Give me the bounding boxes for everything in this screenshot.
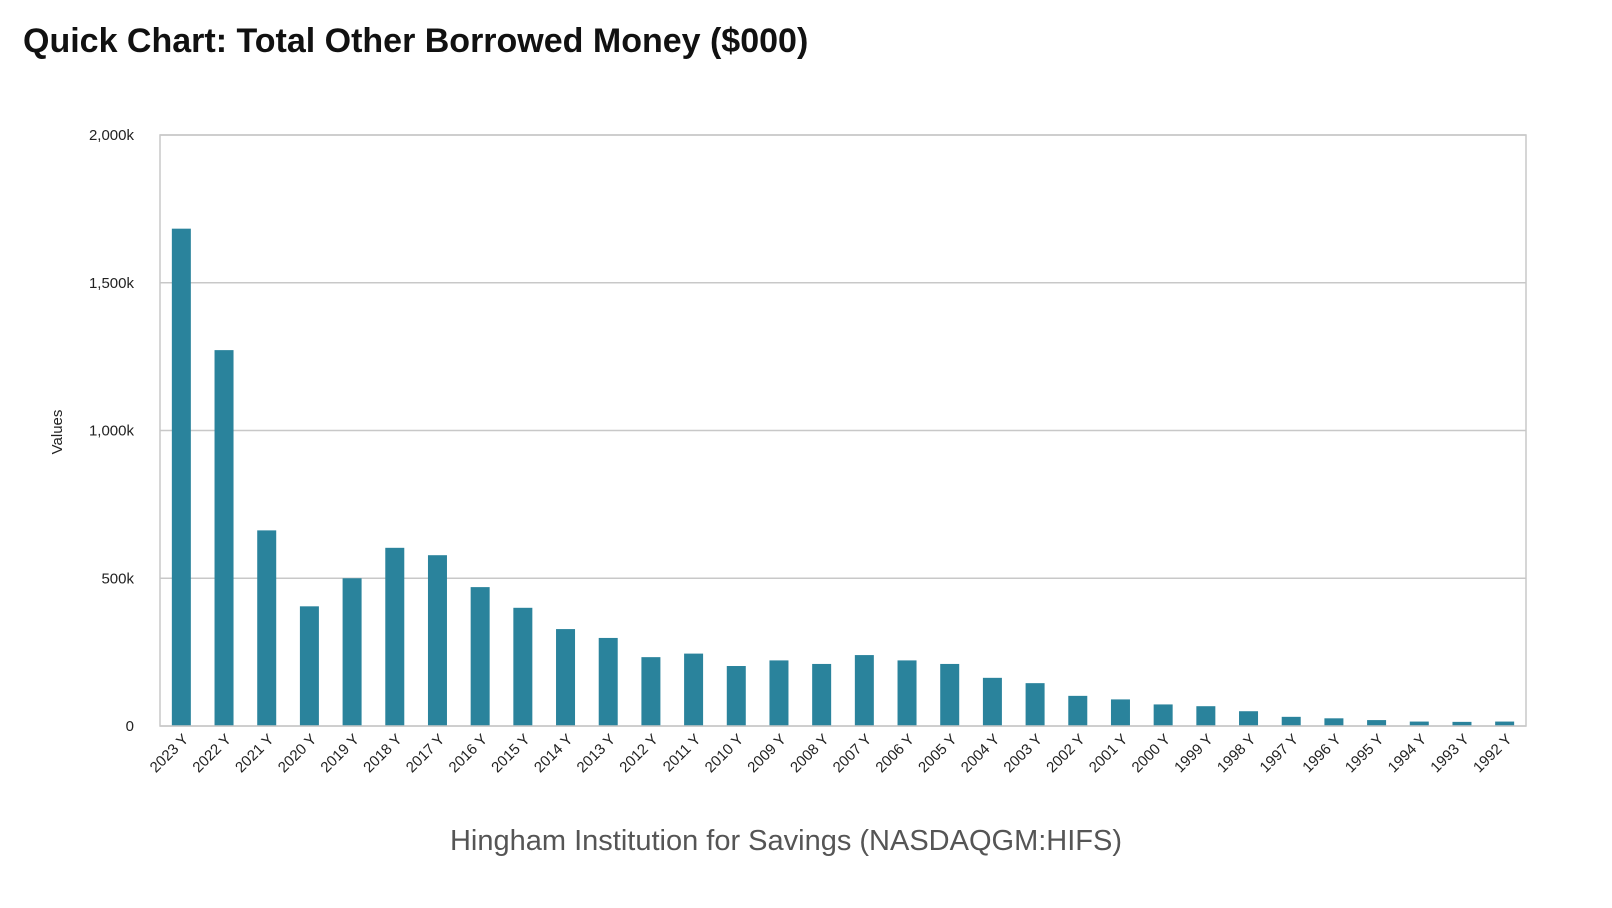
bar (1452, 721, 1472, 726)
x-tick-label: 1994 Y (1385, 731, 1430, 776)
x-tick-label: 2023 Y (147, 731, 192, 776)
bar (470, 587, 490, 726)
bar (726, 666, 746, 726)
y-tick-label: 1,000k (89, 423, 135, 440)
bar (171, 228, 191, 726)
x-tick-label: 1995 Y (1342, 731, 1387, 776)
x-tick-label: 2017 Y (403, 731, 448, 776)
chart-title: Quick Chart: Total Other Borrowed Money … (23, 22, 809, 60)
x-tick-label: 1999 Y (1171, 731, 1216, 776)
y-tick-label: 0 (126, 718, 134, 735)
bar (1110, 699, 1130, 726)
x-axis-title: Hingham Institution for Savings (NASDAQG… (450, 825, 1122, 857)
x-tick-label: 1993 Y (1427, 731, 1472, 776)
bar (641, 657, 661, 726)
x-tick-label: 2009 Y (744, 731, 789, 776)
bar (1495, 721, 1515, 726)
x-tick-label: 2004 Y (958, 731, 1003, 776)
x-tick-label: 2001 Y (1086, 731, 1131, 776)
x-tick-label: 2016 Y (446, 731, 491, 776)
y-axis-label: Values (49, 410, 66, 455)
bar (1239, 711, 1259, 726)
bar (769, 660, 789, 726)
x-tick-label: 1996 Y (1299, 731, 1344, 776)
bar (299, 606, 319, 726)
bar (812, 663, 832, 726)
bar (257, 530, 277, 726)
bar (1409, 721, 1429, 726)
bar (940, 663, 960, 726)
bar (342, 578, 362, 726)
bar (1324, 718, 1344, 726)
x-tick-label: 2022 Y (189, 731, 234, 776)
x-tick-label: 2012 Y (616, 731, 661, 776)
y-tick-label: 2,000k (89, 127, 135, 144)
x-tick-label: 2020 Y (275, 731, 320, 776)
x-tick-label: 2000 Y (1129, 731, 1174, 776)
bar (1153, 704, 1173, 726)
bar (598, 637, 618, 726)
gridlines (160, 134, 1526, 727)
x-tick-label: 2013 Y (574, 731, 619, 776)
bar (1281, 716, 1301, 726)
bar (427, 555, 447, 726)
bar (1196, 706, 1216, 726)
bar (684, 653, 704, 726)
x-tick-label: 2015 Y (488, 731, 533, 776)
plot-frame (159, 134, 1527, 727)
bar (1025, 683, 1045, 726)
x-tick-label: 2002 Y (1043, 731, 1088, 776)
bar (897, 660, 917, 726)
x-tick-label: 2005 Y (915, 731, 960, 776)
bar (982, 677, 1002, 726)
y-tick-label: 500k (101, 570, 134, 587)
bar (854, 655, 874, 726)
x-tick-label: 2021 Y (232, 731, 277, 776)
bar (513, 607, 533, 726)
bar (1367, 720, 1387, 726)
x-tick-label: 2007 Y (830, 731, 875, 776)
bar (385, 547, 405, 726)
x-tick-label: 2011 Y (660, 731, 705, 776)
bars (171, 228, 1515, 726)
y-tick-label: 1,500k (89, 275, 135, 292)
x-tick-label: 2010 Y (702, 731, 747, 776)
bar (556, 629, 576, 726)
x-tick-label: 2003 Y (1000, 731, 1045, 776)
x-tick-label: 1997 Y (1257, 731, 1302, 776)
bar (214, 350, 234, 726)
x-tick-label: 1992 Y (1470, 731, 1515, 776)
x-tick-label: 2019 Y (317, 731, 362, 776)
y-tick-labels: 0 500k 1,000k 1,500k 2,000k (89, 127, 135, 735)
x-tick-label: 2014 Y (531, 731, 576, 776)
x-tick-label: 2006 Y (872, 731, 917, 776)
x-tick-label: 2018 Y (360, 731, 405, 776)
bar (1068, 695, 1088, 726)
x-tick-label: 1998 Y (1214, 731, 1259, 776)
x-tick-label: 2008 Y (787, 731, 832, 776)
